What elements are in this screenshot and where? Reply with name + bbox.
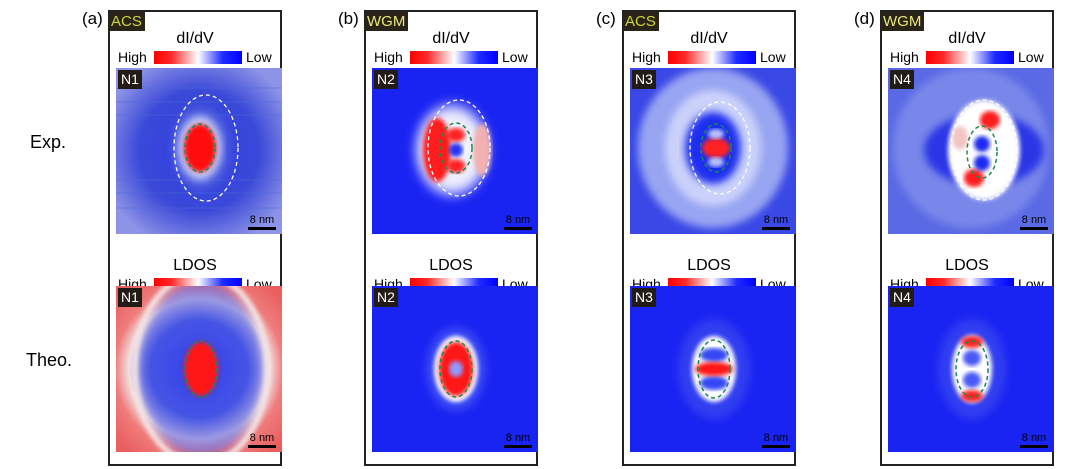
theo-title: LDOS — [945, 257, 989, 274]
theo-map: N3 8 nm — [630, 286, 796, 452]
theo-map: N1 8 nm — [116, 286, 282, 452]
colorbar-high-label: High — [118, 49, 147, 65]
scale-bar: 8 nm — [504, 432, 532, 448]
colorbar-low-label: Low — [502, 49, 528, 65]
colorbar-high-label: High — [632, 49, 661, 65]
exp-map: N2 8 nm — [372, 68, 538, 234]
mode-badge: ACS — [623, 12, 659, 31]
colorbar — [410, 51, 498, 64]
theo-map: N4 8 nm — [888, 286, 1054, 452]
exp-title: dI/dV — [948, 30, 986, 47]
colorbar — [154, 51, 242, 64]
sample-tag: N1 — [118, 288, 142, 307]
colorbar-high-label: High — [374, 49, 403, 65]
exp-map: N3 8 nm — [630, 68, 796, 234]
scale-bar-label: 8 nm — [1021, 214, 1047, 226]
scale-bar: 8 nm — [504, 214, 532, 230]
scale-bar: 8 nm — [248, 432, 276, 448]
panel-d: (d) WGM dI/dV High Low N4 8 nm LDOS High… — [854, 9, 1054, 466]
theo-title: LDOS — [687, 257, 731, 274]
panel-c: (c) ACS dI/dV High Low N3 8 nm LDOS High… — [596, 9, 796, 466]
exp-title: dI/dV — [176, 30, 214, 47]
row-label-theory: Theo. — [26, 350, 73, 370]
colorbar-low-label: Low — [1018, 49, 1044, 65]
scale-bar: 8 nm — [1020, 214, 1048, 230]
scale-bar-label: 8 nm — [249, 214, 275, 226]
colorbar — [668, 51, 756, 64]
scale-bar-label: 8 nm — [763, 214, 789, 226]
panel-label: (a) — [82, 9, 103, 28]
scale-bar-label: 8 nm — [505, 214, 531, 226]
exp-title: dI/dV — [690, 30, 728, 47]
scale-bar-label: 8 nm — [1021, 432, 1047, 444]
sample-tag: N1 — [118, 70, 142, 89]
panel-label: (b) — [338, 9, 359, 28]
exp-title: dI/dV — [432, 30, 470, 47]
theo-map: N2 8 nm — [372, 286, 538, 452]
scale-bar-label: 8 nm — [249, 432, 275, 444]
panel-a: (a) ACS dI/dV High Low N1 8 nm LDOS High… — [82, 9, 282, 466]
panel-b: (b) WGM dI/dV High Low N2 8 nm LDOS High… — [338, 9, 538, 466]
panel-label: (d) — [854, 9, 875, 28]
sample-tag: N4 — [890, 288, 914, 307]
panel-label: (c) — [596, 9, 616, 28]
theo-title: LDOS — [173, 257, 217, 274]
colorbar-high-label: High — [890, 49, 919, 65]
scale-bar-label: 8 nm — [763, 432, 789, 444]
scale-bar: 8 nm — [248, 214, 276, 230]
sample-tag: N3 — [632, 288, 656, 307]
scale-bar-label: 8 nm — [505, 432, 531, 444]
scale-bar: 8 nm — [762, 214, 790, 230]
scale-bar: 8 nm — [1020, 432, 1048, 448]
scale-bar: 8 nm — [762, 432, 790, 448]
mode-badge: WGM — [365, 12, 409, 31]
colorbar-low-label: Low — [246, 49, 272, 65]
sample-tag: N3 — [632, 70, 656, 89]
exp-map: N4 8 nm — [888, 68, 1054, 234]
theo-title: LDOS — [429, 257, 473, 274]
sample-tag: N2 — [374, 70, 398, 89]
colorbar-low-label: Low — [760, 49, 786, 65]
mode-badge: WGM — [881, 12, 925, 31]
exp-map: N1 8 nm — [116, 68, 282, 234]
mode-badge: ACS — [109, 12, 145, 31]
sample-tag: N4 — [890, 70, 914, 89]
sample-tag: N2 — [374, 288, 398, 307]
colorbar — [926, 51, 1014, 64]
row-label-experiment: Exp. — [30, 132, 67, 152]
